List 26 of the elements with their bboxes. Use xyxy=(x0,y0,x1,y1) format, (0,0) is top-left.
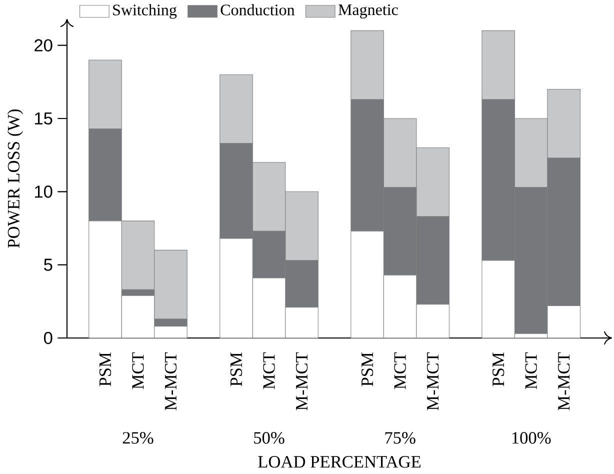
x-tick-label: PSM xyxy=(492,352,504,386)
y-tick-label: 20 xyxy=(34,39,52,52)
y-axis-title: POWER LOSS (W) xyxy=(7,109,24,248)
x-tick-label: PSM xyxy=(230,352,242,386)
x-tick-label: MCT xyxy=(263,352,275,390)
y-tick-label: 5 xyxy=(44,258,52,271)
x-tick-label: M-MCT xyxy=(164,352,177,410)
x-tick-label: MCT xyxy=(394,352,406,390)
x-tick-label: M-MCT xyxy=(296,352,308,410)
text: 50% xyxy=(254,432,284,444)
legend-label: Magnetic xyxy=(338,4,398,18)
legend-label: Switching xyxy=(113,4,177,19)
y-tick-label: 10 xyxy=(35,186,52,198)
x-tick-label: PSM xyxy=(99,352,112,386)
legend-label: Conduction xyxy=(220,4,295,16)
text: 25% xyxy=(122,432,154,444)
x-tick-label: MCT xyxy=(132,352,144,390)
x-tick-label: M-MCT xyxy=(426,352,439,410)
x-axis-title: LOAD PERCENTAGE xyxy=(258,456,420,468)
y-tick-label: 15 xyxy=(35,112,52,125)
x-tick-label: M-MCT xyxy=(558,352,570,410)
x-tick-label: MCT xyxy=(525,352,537,390)
x-tick-label: PSM xyxy=(361,352,374,386)
y-tick-label: 0 xyxy=(44,332,52,344)
text: 75% xyxy=(385,432,416,444)
text: 100% xyxy=(512,432,551,444)
